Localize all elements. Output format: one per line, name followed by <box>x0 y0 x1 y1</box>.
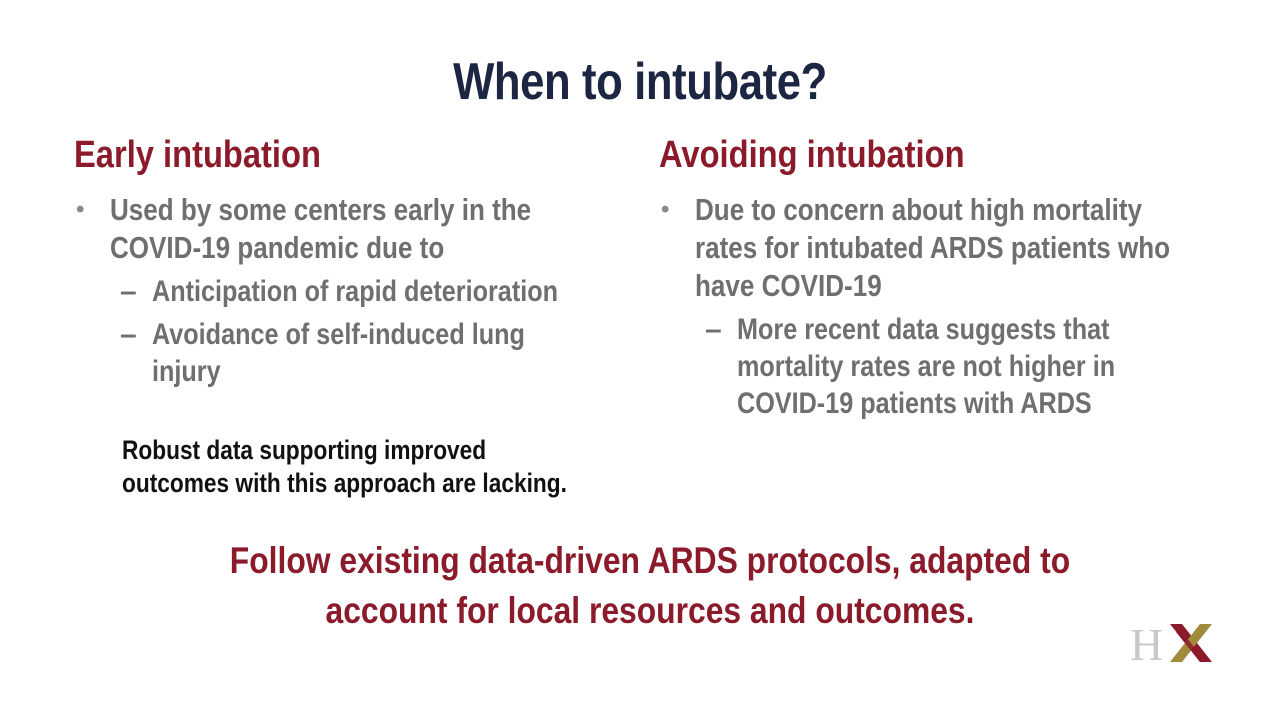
left-column: Early intubation • Used by some centers … <box>74 134 634 390</box>
dash-icon: – <box>120 318 137 351</box>
right-column: Avoiding intubation • Due to concern abo… <box>659 134 1219 422</box>
logo-x-stroke-2 <box>1170 624 1212 662</box>
slide-title: When to intubate? <box>453 53 827 111</box>
right-heading: Avoiding intubation <box>659 134 965 176</box>
hx-logo: H <box>1130 620 1212 666</box>
left-subitem-text: Avoidance of self-induced lung injury <box>152 318 525 388</box>
left-heading: Early intubation <box>74 134 321 176</box>
conclusion-text: Follow existing data-driven ARDS protoco… <box>229 540 1071 631</box>
right-subitem-text: More recent data suggests that mortality… <box>737 313 1116 420</box>
dash-icon: – <box>705 313 722 346</box>
left-note: Robust data supporting improved outcomes… <box>122 435 567 498</box>
right-bullet-text: Due to concern about high mortality rate… <box>695 192 1171 303</box>
bullet-dot-icon: • <box>76 196 85 223</box>
left-subitem: – Avoidance of self-induced lung injury <box>74 316 634 390</box>
logo-h-letter: H <box>1130 620 1163 666</box>
left-bullet: • Used by some centers early in the COVI… <box>74 191 634 267</box>
dash-icon: – <box>120 275 137 308</box>
left-subitem: – Anticipation of rapid deterioration <box>74 273 634 310</box>
bullet-dot-icon: • <box>661 196 670 223</box>
logo-x-overlay <box>1176 632 1206 662</box>
left-bullet-text: Used by some centers early in the COVID-… <box>110 192 532 265</box>
left-subitem-text: Anticipation of rapid deterioration <box>152 275 559 308</box>
right-subitem: – More recent data suggests that mortali… <box>659 311 1219 422</box>
right-bullet: • Due to concern about high mortality ra… <box>659 191 1219 305</box>
